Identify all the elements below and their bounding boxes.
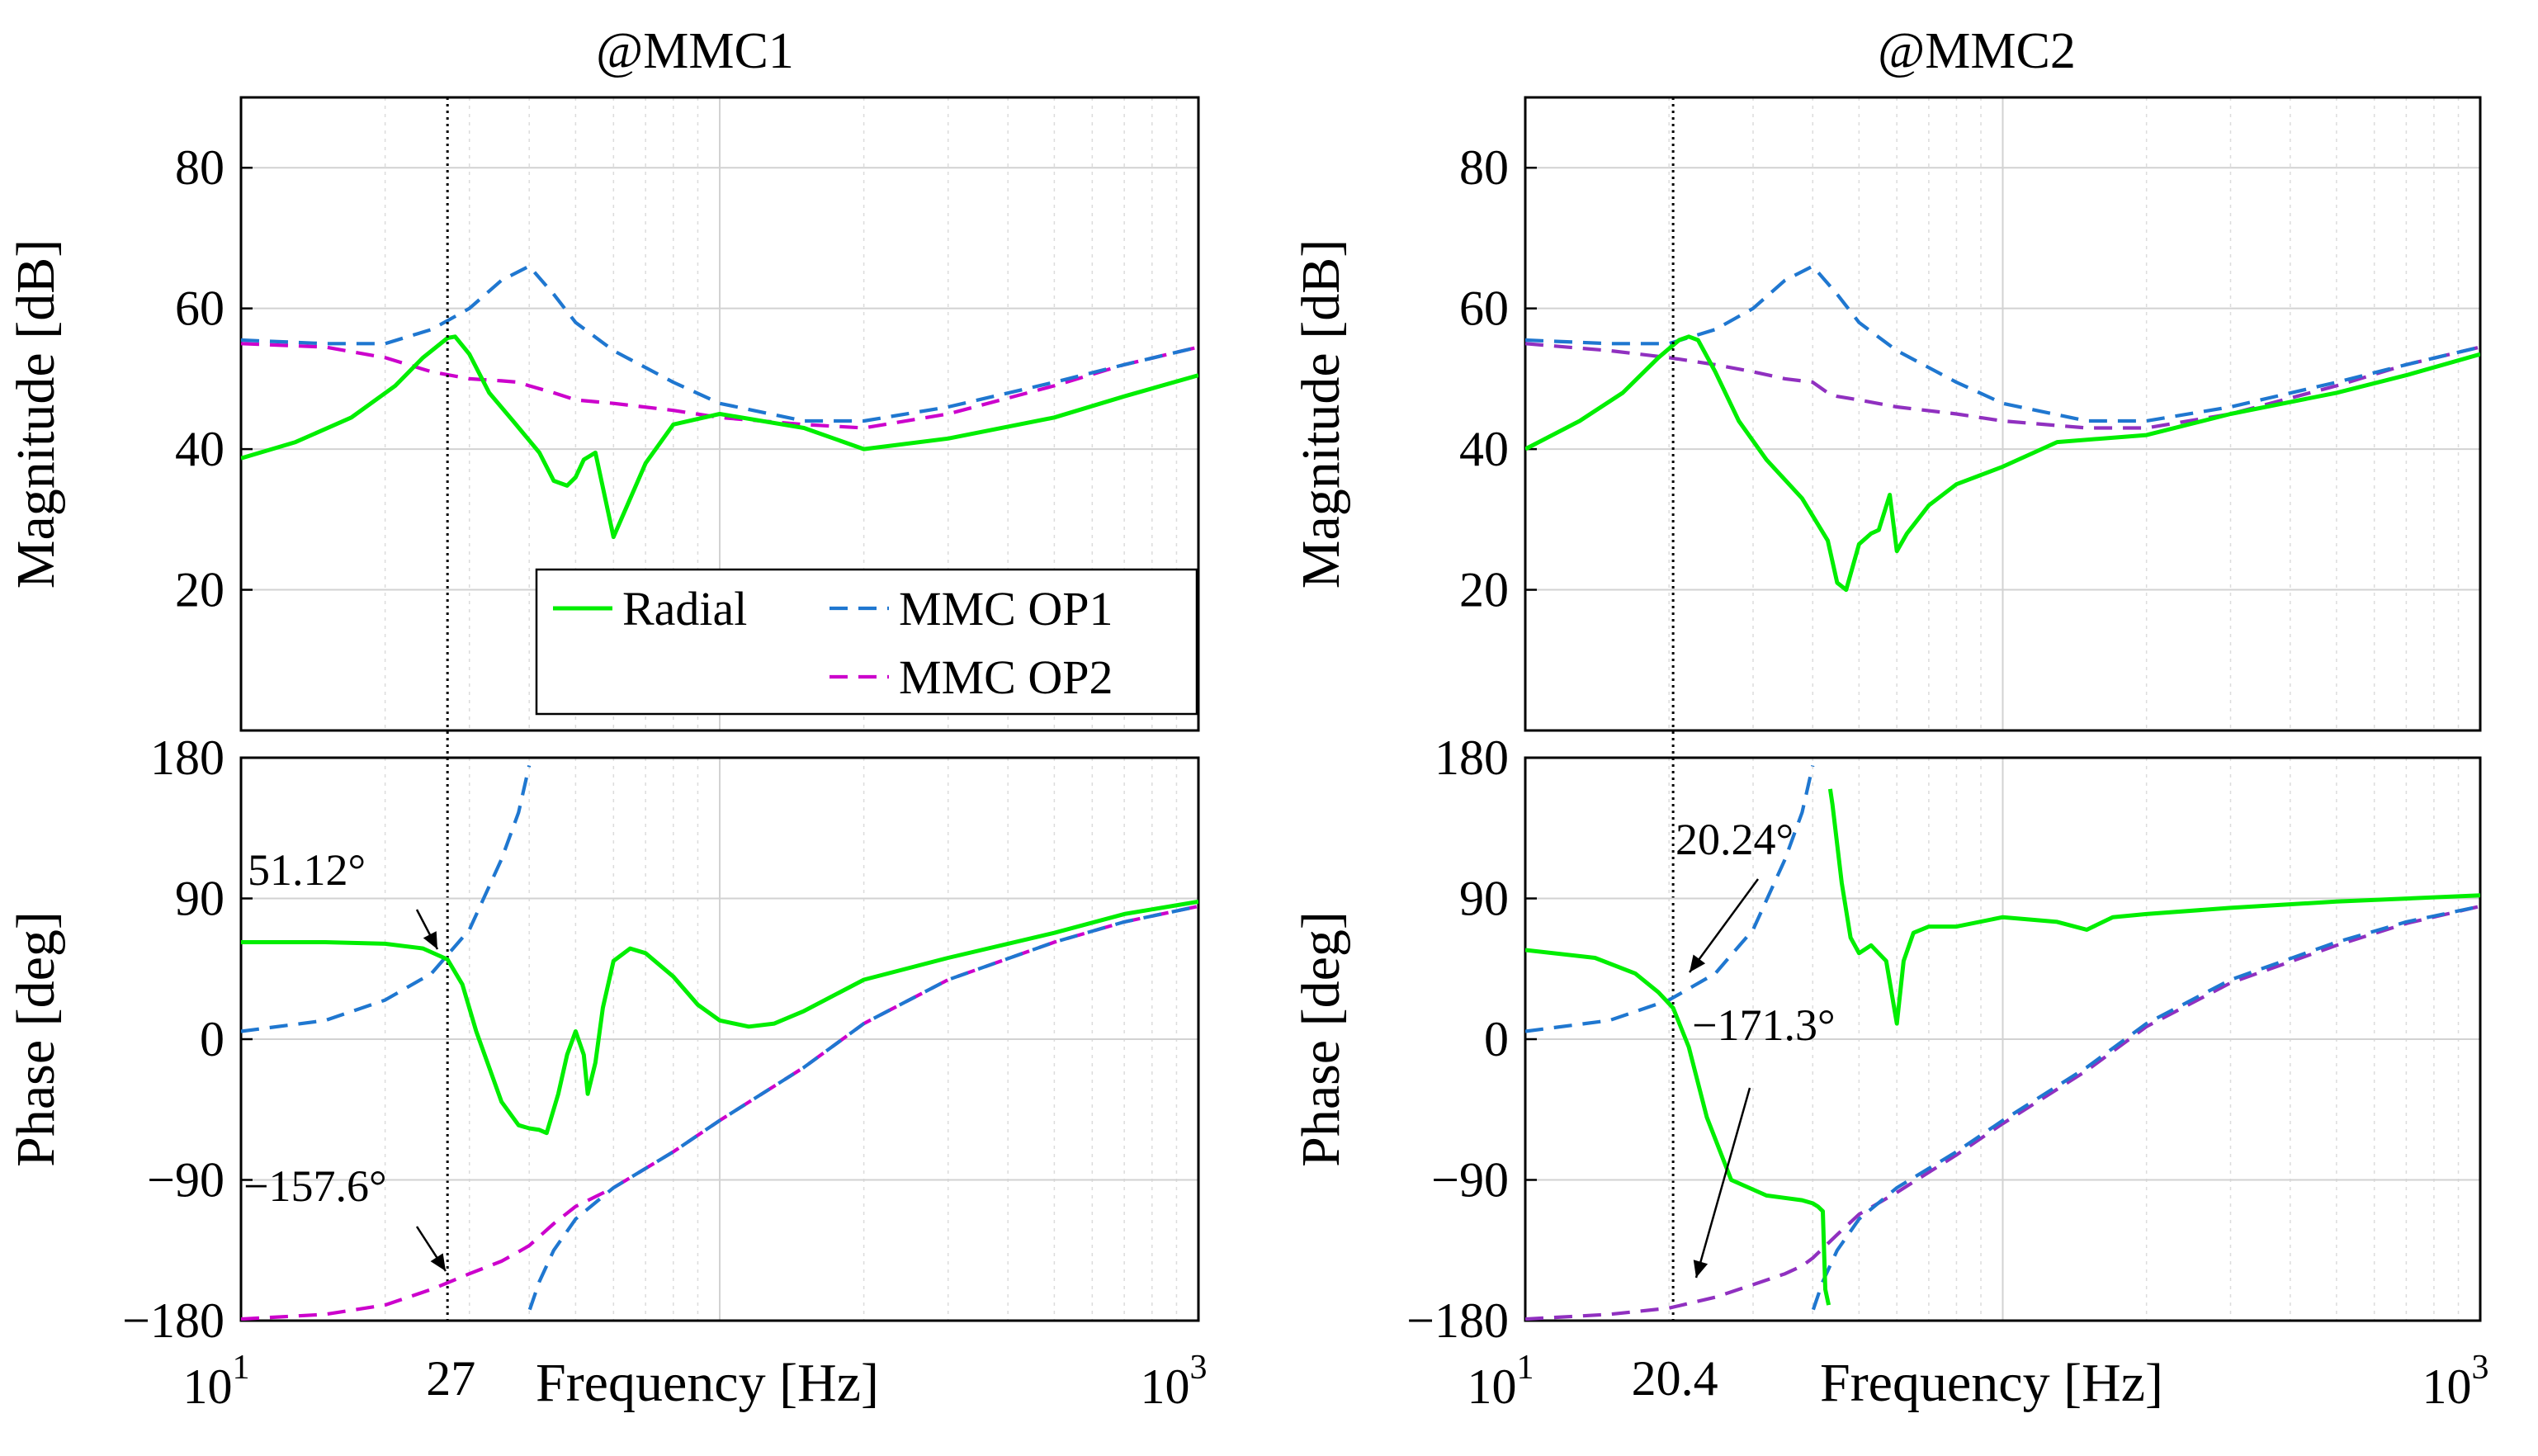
legend-label: MMC OP1 xyxy=(899,582,1113,636)
legend-label: Radial xyxy=(622,582,747,636)
y-tick-label: 60 xyxy=(175,281,224,336)
chart-1: @MMC1 20 40 60 80 Magnitude [dB] −180 −90 0 90 180… xyxy=(6,23,1208,1414)
x-tick-exponent: 3 xyxy=(1190,1349,1208,1387)
y-tick-label: 20 xyxy=(1459,563,1509,617)
y-tick-label: 40 xyxy=(1459,422,1509,476)
y-tick-label: −180 xyxy=(122,1293,224,1348)
annotation-arrow-head xyxy=(1690,954,1706,972)
y-tick-label: 0 xyxy=(200,1012,224,1066)
series-line-mmc-op2 xyxy=(1525,342,2480,430)
magnitude-y-axis-label: Magnitude [dB] xyxy=(1291,239,1351,589)
x-tick-label-10-3: 103 xyxy=(2422,1349,2489,1414)
annotation-arrow-head xyxy=(1693,1260,1709,1278)
phase-annotation: 51.12° xyxy=(248,845,366,895)
series-line-radial xyxy=(1525,788,2480,1306)
series-line-mmc-op1 xyxy=(1525,765,2480,1311)
y-tick-label: 180 xyxy=(150,730,224,785)
series-line-mmc-op1 xyxy=(241,765,1198,1311)
marker-tick-label: 27 xyxy=(426,1351,475,1406)
magnitude-panel: 20 40 60 80 Magnitude [dB] xyxy=(6,96,1200,732)
phase-annotation: 20.24° xyxy=(1675,815,1794,864)
phase-annotation: −171.3° xyxy=(1692,1000,1836,1050)
chart-2: @MMC2 20 40 60 80 Magnitude [dB] −180 −90 0 90 180… xyxy=(1291,23,2489,1414)
axes-frame xyxy=(239,96,1200,732)
phase-annotation: −157.6° xyxy=(243,1161,387,1211)
annotation-arrow-head xyxy=(423,931,437,949)
legend: Radial MMC OP1 MMC OP2 xyxy=(535,568,1198,716)
x-axis-label: Frequency [Hz] xyxy=(1820,1353,2163,1413)
magnitude-y-axis-label: Magnitude [dB] xyxy=(6,239,66,589)
legend-label: MMC OP2 xyxy=(899,650,1113,704)
annotation-arrow-line xyxy=(1694,1087,1751,1279)
phase-y-axis-label: Phase [deg] xyxy=(1291,911,1351,1167)
magnitude-panel: 20 40 60 80 Magnitude [dB] xyxy=(1291,96,2482,732)
x-tick-label-10-3: 103 xyxy=(1141,1349,1208,1414)
y-tick-label: 90 xyxy=(1459,872,1509,926)
y-tick-label: 40 xyxy=(175,422,224,476)
phase-panel: −180 −90 0 90 180 Phase [deg] 20.24° −171.3° xyxy=(1291,730,2482,1348)
y-tick-label: −90 xyxy=(1431,1153,1509,1208)
series-line-radial xyxy=(241,899,1198,1136)
y-tick-label: 80 xyxy=(175,140,224,195)
y-tick-label: 90 xyxy=(175,872,224,926)
series-line-mmc-op1 xyxy=(1525,264,2480,423)
x-tick-label-10-1: 101 xyxy=(1468,1349,1534,1414)
y-tick-label: −180 xyxy=(1406,1293,1509,1348)
y-tick-label: 60 xyxy=(1459,281,1509,336)
chart-title: @MMC1 xyxy=(596,23,794,79)
x-tick-label-10-1: 101 xyxy=(183,1349,250,1414)
y-tick-label: 0 xyxy=(1484,1012,1509,1066)
chart-title: @MMC2 xyxy=(1878,23,2076,79)
series-line-mmc-op2 xyxy=(241,904,1198,1321)
axes-frame xyxy=(1524,96,2482,732)
y-tick-label: −90 xyxy=(147,1153,224,1208)
annotation-arrow-line xyxy=(1688,878,1760,973)
annotation-arrow-head xyxy=(430,1253,446,1271)
series-line-mmc-op2 xyxy=(1525,904,2480,1321)
phase-panel: −180 −90 0 90 180 Phase [deg] 51.12° −157.6° xyxy=(6,730,1200,1348)
x-tick-exponent: 1 xyxy=(1517,1349,1534,1387)
y-tick-label: 20 xyxy=(175,563,224,617)
x-tick-exponent: 3 xyxy=(2472,1349,2489,1387)
x-axis-label: Frequency [Hz] xyxy=(536,1353,879,1413)
series-line-radial xyxy=(241,334,1198,540)
y-tick-label: 180 xyxy=(1434,730,1509,785)
x-tick-exponent: 1 xyxy=(233,1349,250,1387)
series-line-radial xyxy=(1525,334,2480,593)
legend-box xyxy=(535,568,1198,716)
y-tick-label: 80 xyxy=(1459,140,1509,195)
phase-y-axis-label: Phase [deg] xyxy=(6,911,66,1167)
series-line-mmc-op1 xyxy=(241,264,1198,423)
marker-tick-label: 20.4 xyxy=(1632,1351,1718,1406)
